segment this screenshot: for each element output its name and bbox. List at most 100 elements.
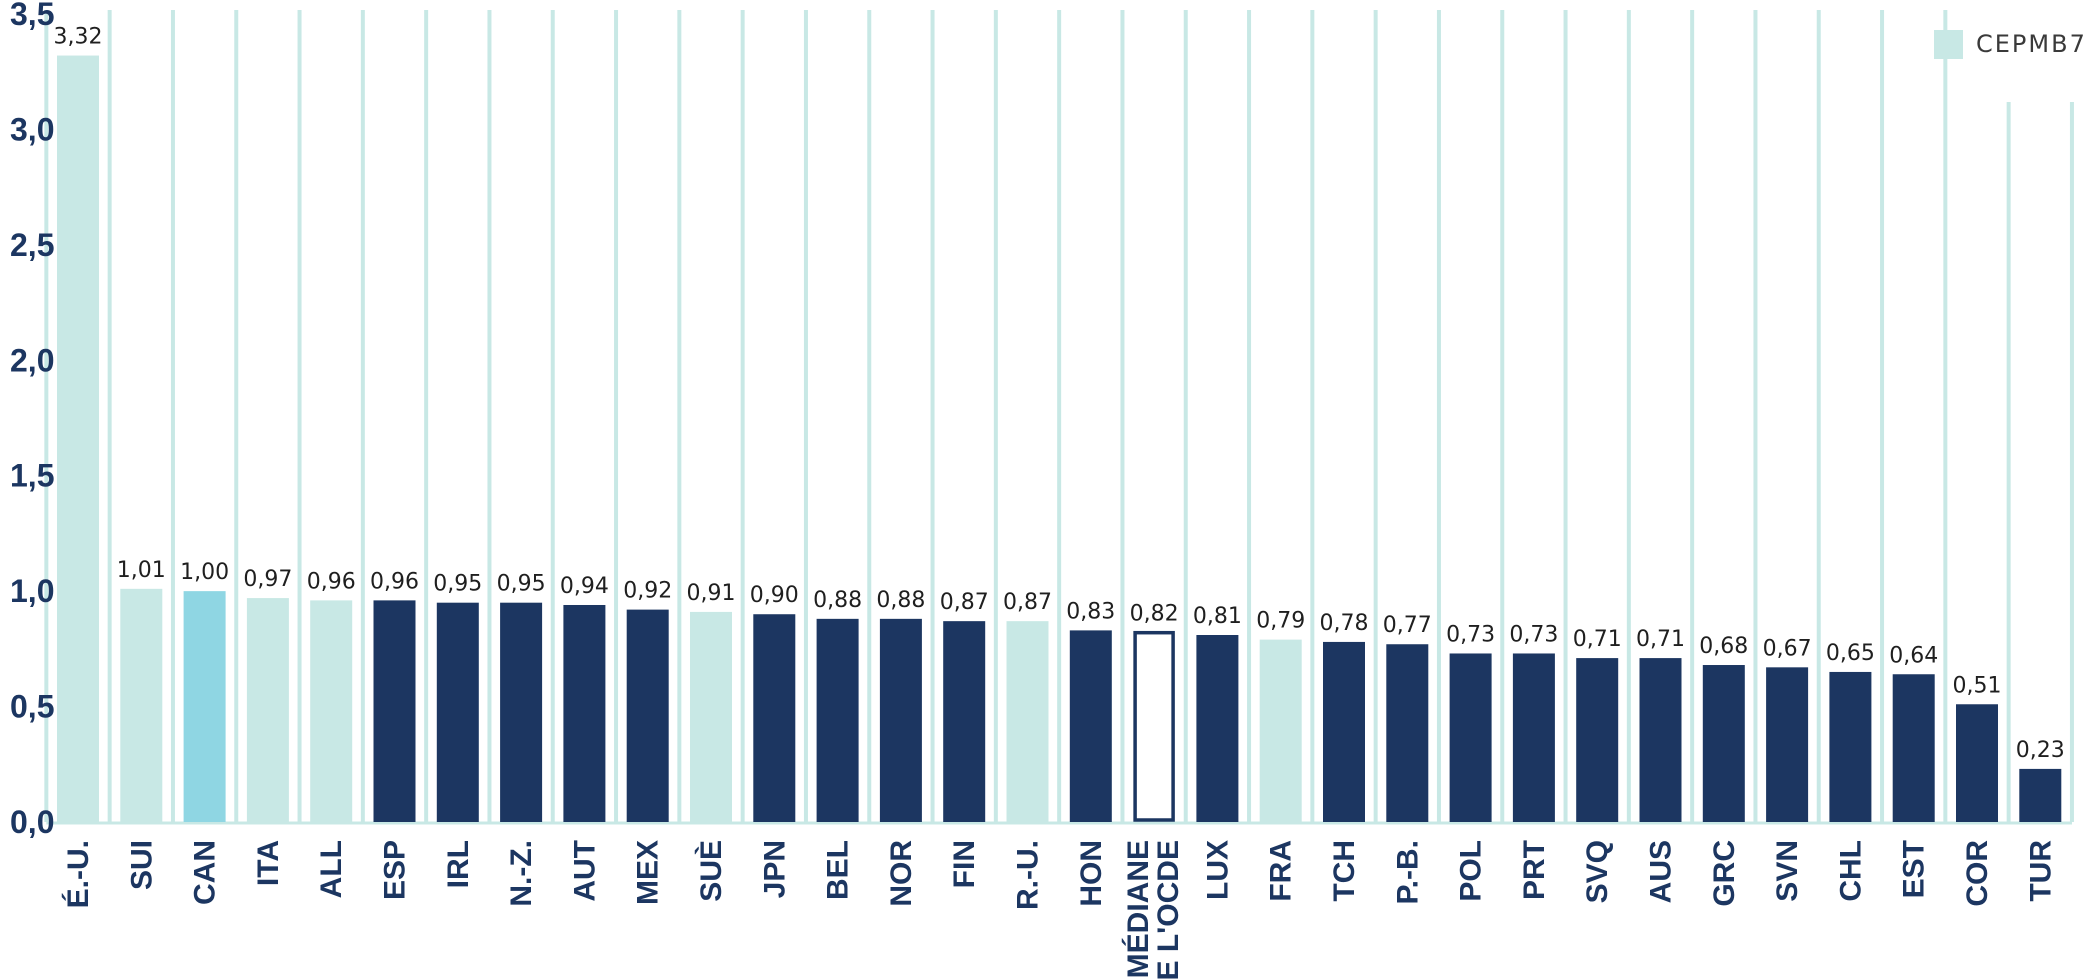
x-tick-label: AUT	[568, 840, 601, 902]
legend: CEPMB7	[1934, 30, 2087, 59]
value-label: 1,01	[117, 558, 166, 583]
value-label: 1,00	[180, 560, 229, 585]
value-label: 0,71	[1636, 627, 1685, 652]
legend-label-cepmb7: CEPMB7	[1976, 30, 2087, 58]
x-tick-label: CHL	[1834, 840, 1867, 902]
x-tick-label: SUI	[125, 840, 158, 890]
bar-prt	[1512, 653, 1555, 822]
value-label: 0,73	[1446, 622, 1495, 647]
x-tick-label: FIN	[948, 840, 981, 888]
bar-r-u	[1006, 621, 1049, 822]
bar-grc	[1702, 665, 1745, 822]
bar-sue	[690, 611, 732, 822]
bar-irl	[436, 602, 479, 822]
bar-can	[183, 591, 226, 822]
x-tick-label: NOR	[885, 840, 918, 907]
bar-mex	[626, 609, 669, 822]
y-tick-label: 2,0	[10, 342, 54, 378]
x-tick-label: GRC	[1708, 840, 1741, 907]
value-label: 0,73	[1509, 622, 1558, 647]
x-tick-label: TUR	[2024, 840, 2057, 902]
value-label: 0,91	[687, 581, 736, 606]
bar-tur	[2019, 768, 2062, 822]
x-tick-label: SVN	[1771, 840, 1804, 902]
value-label: 0,51	[1953, 673, 2002, 698]
value-labels: 3,32 1,01 1,00 0,97 0,96 0,96 0,95 0,95 0,94 0,92…	[54, 25, 2065, 763]
value-label: 0,95	[497, 572, 546, 597]
bar-svn	[1766, 667, 1809, 822]
bar-fra	[1259, 639, 1302, 822]
bar-sui	[120, 588, 163, 822]
bar-fin	[943, 621, 986, 822]
bar-jpn	[753, 614, 796, 822]
x-tick-label: É.-U.	[61, 840, 95, 908]
y-tick-label: 1,0	[10, 573, 54, 609]
x-tick-label: SUÈ	[694, 840, 728, 902]
x-tick-label-line: MÉDIANE	[1121, 840, 1155, 978]
value-label: 0,94	[560, 574, 609, 599]
bar-n-z	[500, 602, 543, 822]
x-tick-label: JPN	[758, 840, 791, 898]
bar-p-b	[1386, 644, 1429, 822]
y-tick-label: 0,0	[10, 804, 54, 840]
value-label: 0,65	[1826, 641, 1875, 666]
x-tick-label: R.-U.	[1012, 840, 1045, 910]
legend-swatch-cepmb7	[1934, 30, 1963, 59]
value-label: 0,67	[1763, 636, 1812, 661]
x-tick-label: BEL	[822, 840, 855, 900]
bar-ita	[246, 598, 289, 822]
value-label: 0,95	[433, 572, 482, 597]
bar-lux	[1196, 635, 1239, 822]
bar-aus	[1639, 658, 1682, 822]
bar-est	[1892, 674, 1935, 822]
x-axis: É.-U. SUI CAN ITA ALL ESP IRL N.-Z. AUT MEX SUÈ JPN…	[61, 840, 2057, 980]
y-tick-label: 3,0	[10, 111, 54, 147]
bar-aut	[563, 604, 606, 822]
x-tick-label: N.-Z.	[505, 840, 538, 907]
bar-esp	[373, 600, 416, 822]
bar-e-u	[57, 55, 99, 823]
x-tick-label: ALL	[315, 840, 348, 898]
x-tick-label: SVQ	[1581, 840, 1614, 903]
x-tick-label: TCH	[1328, 840, 1361, 902]
x-tick-label: MEX	[632, 840, 665, 905]
value-label: 0,82	[1130, 602, 1179, 627]
value-label: 0,96	[370, 569, 419, 594]
value-label: 0,81	[1193, 604, 1242, 629]
x-tick-label: HON	[1075, 840, 1108, 907]
x-tick-label: ITA	[252, 840, 285, 886]
x-tick-label: P.-B.	[1391, 840, 1424, 904]
bar-all	[310, 600, 353, 822]
y-tick-label: 1,5	[10, 458, 54, 494]
bars	[57, 55, 2062, 823]
x-tick-label: COR	[1961, 840, 1994, 907]
bar-hon	[1069, 630, 1112, 822]
bar-mediane-de-l-ocde	[1133, 630, 1175, 822]
value-label: 0,90	[750, 583, 799, 608]
bar-bel	[816, 618, 859, 822]
x-tick-label: MÉDIANEDE L'OCDE	[1121, 840, 1185, 980]
value-label: 0,88	[813, 588, 862, 613]
x-tick-label: AUS	[1645, 840, 1678, 903]
bar-tch	[1323, 641, 1365, 822]
y-tick-label: 0,5	[10, 689, 54, 725]
value-label: 0,71	[1573, 627, 1622, 652]
value-label: 0,87	[940, 590, 989, 615]
x-tick-label: IRL	[442, 840, 475, 888]
bar-chl	[1829, 671, 1872, 822]
y-axis: 0,0 0,5 1,0 1,5 2,0 2,5 3,0 3,5	[10, 0, 54, 840]
value-label: 0,77	[1383, 613, 1432, 638]
value-label: 0,79	[1256, 609, 1305, 634]
value-label: 0,83	[1066, 599, 1115, 624]
value-label: 0,87	[1003, 590, 1052, 615]
bar-cor	[1956, 704, 1998, 822]
x-tick-label: ESP	[379, 840, 412, 900]
value-label: 0,64	[1889, 643, 1938, 668]
y-tick-label: 2,5	[10, 227, 54, 263]
value-label: 0,92	[623, 579, 672, 604]
x-tick-label: CAN	[189, 840, 222, 905]
bar-pol	[1449, 653, 1492, 822]
value-label: 0,78	[1320, 611, 1369, 636]
